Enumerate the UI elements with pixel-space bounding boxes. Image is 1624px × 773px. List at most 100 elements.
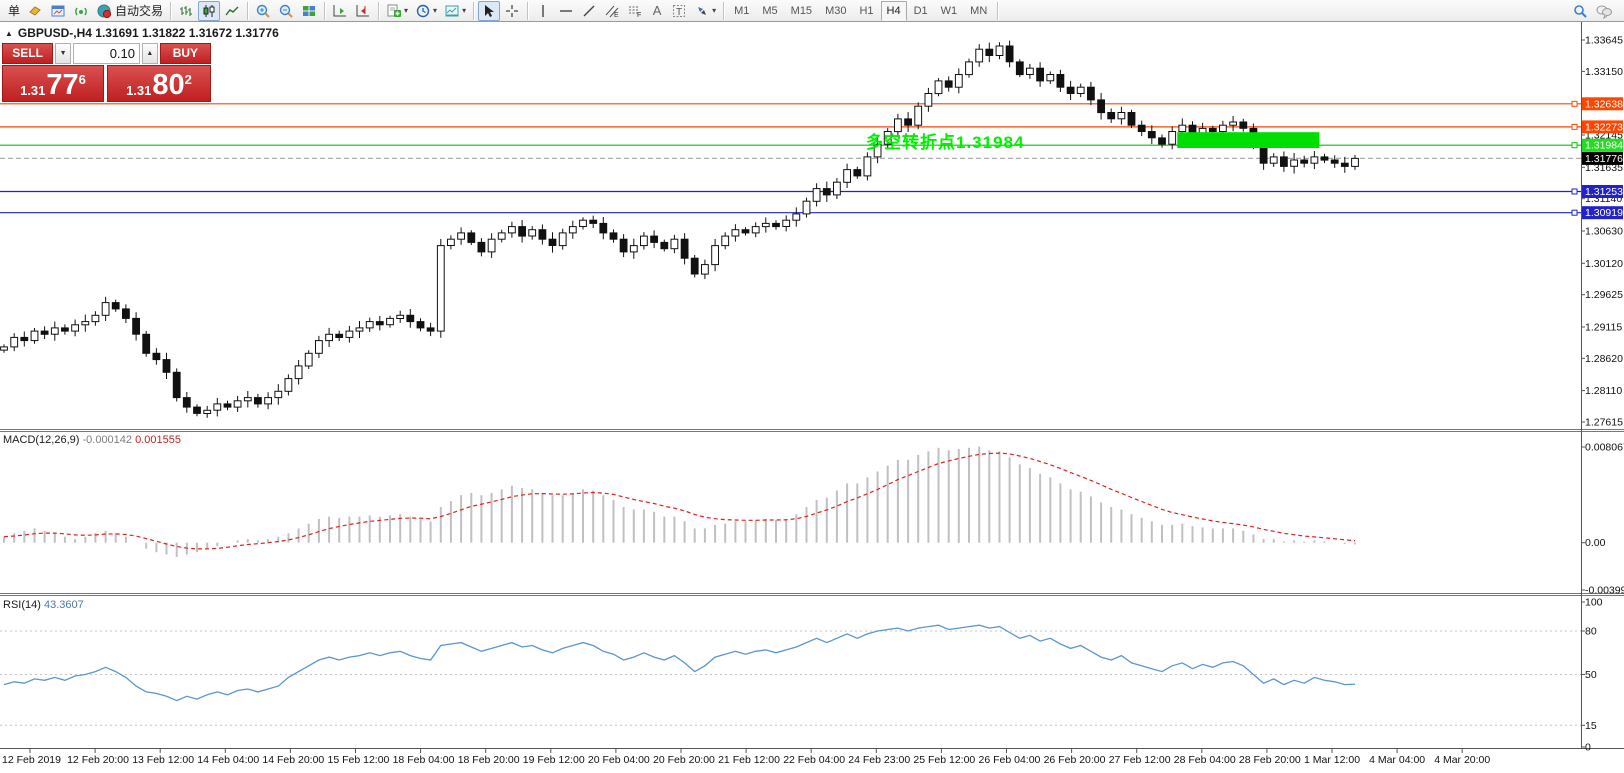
line-endpoint[interactable] <box>1571 142 1578 149</box>
separator <box>170 1 172 20</box>
candlestick-chart-icon[interactable] <box>198 0 221 21</box>
price-line-label <box>1582 151 1623 165</box>
candle-body <box>345 330 354 338</box>
tab-timeframe-m5[interactable]: M5 <box>762 4 778 17</box>
autotrading-button[interactable]: 自动交易 <box>93 1 166 21</box>
new-order-icon[interactable] <box>24 1 46 21</box>
market-watch-icon[interactable] <box>47 1 69 21</box>
search-icon[interactable] <box>1569 1 1591 21</box>
candle-body <box>1147 131 1156 139</box>
candle-body <box>792 213 801 221</box>
line-endpoint[interactable] <box>1571 100 1578 107</box>
price-tick-label: 1.28620 <box>1585 353 1623 365</box>
candle-body <box>802 200 811 215</box>
candle-body <box>294 365 303 380</box>
sell-price-button[interactable]: 1.31 77 6 <box>2 65 104 102</box>
candle-body <box>589 219 598 224</box>
dropdown-caret[interactable]: ▾ <box>433 6 438 15</box>
candle-body <box>558 232 567 247</box>
cursor-icon[interactable] <box>478 0 501 21</box>
tab-timeframe-h4[interactable]: H4 <box>880 0 907 21</box>
tab-timeframe-m15[interactable]: M15 <box>790 4 813 17</box>
trendline-tool-icon[interactable] <box>578 1 600 21</box>
new-order-button[interactable]: 单 <box>8 4 21 18</box>
candle-body <box>863 156 872 177</box>
time-axis-label: 15 Feb 12:00 <box>328 754 390 766</box>
tab-timeframe-mn[interactable]: MN <box>970 4 988 17</box>
buy-button[interactable]: BUY <box>159 43 211 64</box>
tab-timeframe-d1[interactable]: D1 <box>913 4 928 17</box>
price-tick-label: 1.27615 <box>1585 417 1623 429</box>
arrows-tool-icon[interactable]: ▾ <box>691 1 719 21</box>
candle-body <box>965 61 973 76</box>
candle-body <box>71 324 79 332</box>
candle-body <box>538 229 547 240</box>
rsi-axis-label: 80 <box>1585 626 1597 638</box>
macd-axis-label: -0.003990 <box>1585 585 1624 597</box>
dropdown-caret[interactable]: ▾ <box>462 6 467 15</box>
bar-chart-icon[interactable] <box>175 1 197 21</box>
candlestick-series <box>0 40 1359 418</box>
candle-body <box>1280 156 1288 167</box>
line-endpoint[interactable] <box>1571 188 1578 195</box>
candle-body <box>650 235 659 243</box>
buy-price-pip: 2 <box>184 72 192 87</box>
signals-icon[interactable] <box>70 1 92 21</box>
price-tick-label: 1.33150 <box>1585 66 1623 78</box>
candle-body <box>1015 61 1024 76</box>
candle-body <box>254 397 262 405</box>
periods-icon[interactable]: ▾ <box>412 1 440 21</box>
templates-icon[interactable]: ▾ <box>441 1 469 21</box>
chart-canvas[interactable]: 1.336451.331501.321451.316351.311401.306… <box>0 22 1624 773</box>
candle-body <box>243 397 252 402</box>
horizontal-line-tool-icon[interactable] <box>555 1 577 21</box>
vertical-line-tool-icon[interactable] <box>532 1 554 21</box>
svg-text:T: T <box>676 7 682 18</box>
equidistant-channel-tool-icon[interactable]: E <box>601 1 623 21</box>
tab-timeframe-m1[interactable]: M1 <box>734 4 750 17</box>
candle-body <box>975 48 984 63</box>
candle-body <box>132 317 140 335</box>
zoom-out-icon[interactable] <box>275 1 297 21</box>
candle-body <box>223 403 232 408</box>
candle-body <box>1269 156 1278 164</box>
auto-scroll-icon[interactable] <box>329 1 351 21</box>
line-chart-icon[interactable] <box>221 1 243 21</box>
pivot-annotation-text[interactable]: 多空转折点1.31984 <box>866 133 1025 152</box>
line-endpoint[interactable] <box>1571 209 1578 216</box>
volume-decrement-button[interactable]: ▼ <box>55 43 71 64</box>
zoom-in-icon[interactable] <box>252 1 274 21</box>
tab-timeframe-m30[interactable]: M30 <box>825 4 847 17</box>
buy-price-button[interactable]: 1.31 80 2 <box>107 65 211 102</box>
rsi-axis-label: 100 <box>1585 597 1603 609</box>
text-label-tool-icon[interactable]: T <box>668 1 690 21</box>
fibonacci-tool-icon[interactable]: F <box>624 1 646 21</box>
line-endpoint[interactable] <box>1571 123 1578 130</box>
candle-body <box>30 330 39 342</box>
candle-body <box>670 238 679 250</box>
time-axis-label: 26 Feb 04:00 <box>979 754 1041 766</box>
candle-body <box>1046 74 1055 82</box>
candle-body <box>264 397 273 405</box>
indicators-icon[interactable]: ▾ <box>383 1 411 21</box>
crosshair-icon[interactable] <box>501 1 523 21</box>
price-line-label-text: 1.32273 <box>1585 121 1623 133</box>
candle-body <box>1097 99 1105 114</box>
chat-icon[interactable] <box>1592 1 1616 21</box>
collapse-panel-icon[interactable]: ▲ <box>5 28 13 38</box>
highlight-rectangle[interactable] <box>1177 132 1320 148</box>
candle-body <box>193 406 201 414</box>
tab-timeframe-w1[interactable]: W1 <box>940 4 958 17</box>
sell-button[interactable]: SELL <box>2 43 54 64</box>
tab-timeframe-h1[interactable]: H1 <box>859 4 874 17</box>
text-tool-icon[interactable]: A <box>652 3 662 18</box>
macd-value-main: -0.000142 <box>82 434 133 446</box>
dropdown-caret[interactable]: ▾ <box>712 6 717 15</box>
volume-increment-button[interactable]: ▲ <box>142 43 158 64</box>
candle-body <box>315 340 323 354</box>
tile-windows-icon[interactable] <box>298 1 320 21</box>
dropdown-caret[interactable]: ▾ <box>404 6 409 15</box>
volume-input[interactable] <box>73 43 140 64</box>
chart-shift-icon[interactable] <box>352 1 374 21</box>
candle-body <box>203 409 212 414</box>
